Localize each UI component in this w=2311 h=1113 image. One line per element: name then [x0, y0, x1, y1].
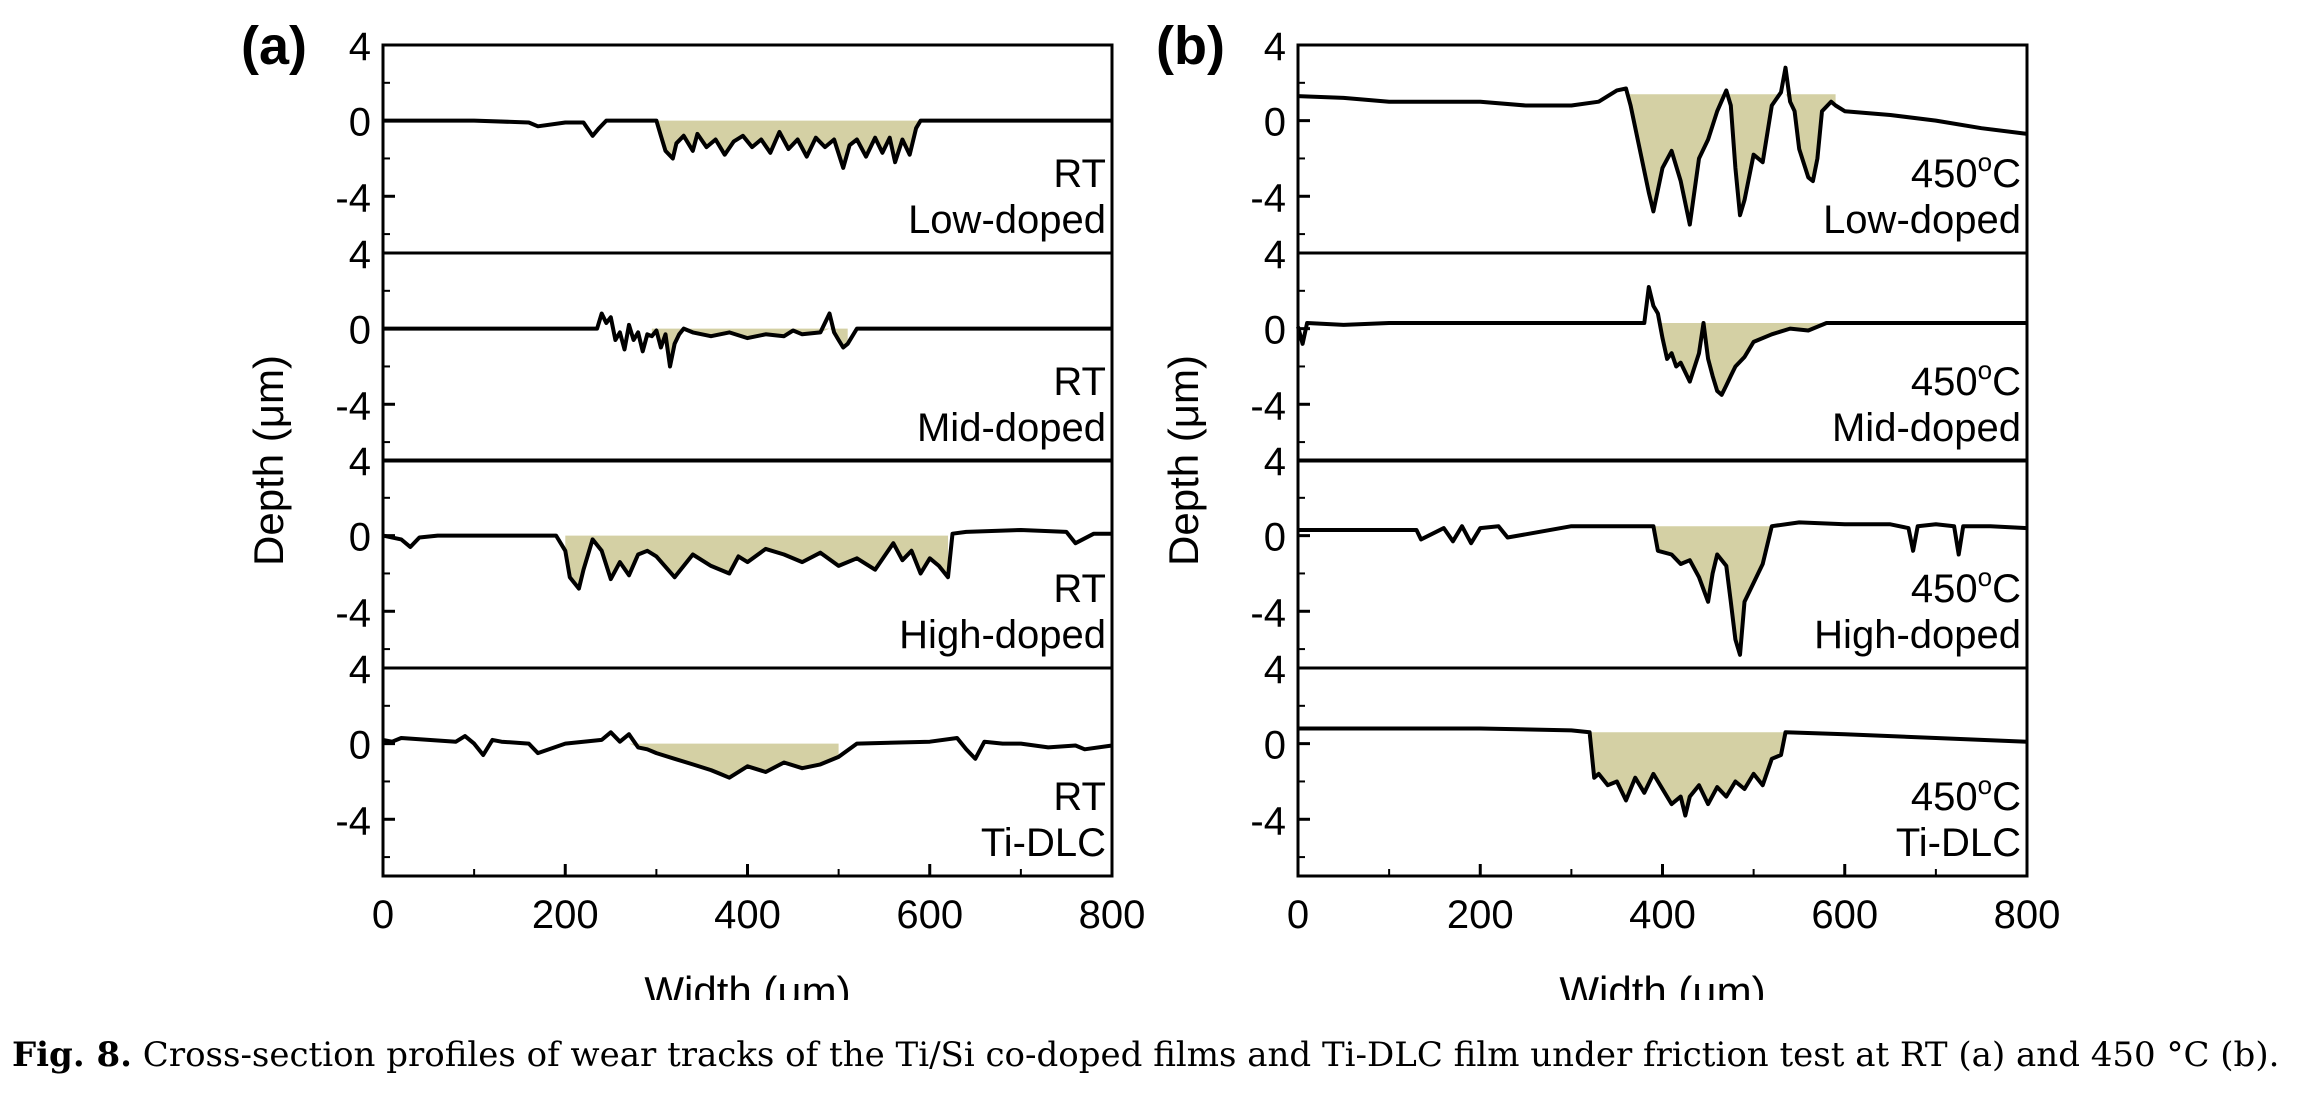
panel-a-profile-4 — [382, 730, 1113, 780]
panel-a-fill-3 — [565, 535, 948, 589]
panel-b-ylabel: Depth (μm) — [1160, 355, 1207, 566]
panel-a-label: (a) — [241, 16, 307, 76]
caption-label: Fig. 8. — [12, 1035, 132, 1075]
panel-a-fill-1 — [656, 120, 921, 168]
panel-b-ytick-label: 0 — [1264, 516, 1286, 560]
panel-a-label-1-line2: Low-doped — [908, 198, 1106, 242]
panel-b-profile-1 — [1297, 65, 2028, 227]
panel-a-label-1-line1: RT — [1053, 152, 1106, 196]
panel-b-ytick-label: 4 — [1264, 25, 1286, 69]
panel-a-ytick-label: 4 — [349, 233, 371, 277]
figure: 4 0 -4 RT Low-doped 4 0 -4 RT Mid-doped 4 0 -4 RT High… — [241, 16, 2061, 1000]
panel-a-label-3-line2: High-doped — [899, 613, 1106, 657]
panel-b-xtick-label: 400 — [1629, 893, 1696, 937]
panel-b-ytick-label: -4 — [1250, 591, 1286, 635]
panel-b-label-4-line1: 450oC — [1911, 770, 2021, 819]
panel-a-ytick-label: 0 — [349, 516, 371, 560]
panel-b-label-3-line2: High-doped — [1814, 613, 2021, 657]
panel-a-xtick-label: 0 — [372, 893, 394, 937]
panel-a-label-3-line1: RT — [1053, 567, 1106, 611]
panel-b-ytick-label: 4 — [1264, 440, 1286, 484]
panel-a-xtick-label: 800 — [1079, 893, 1146, 937]
panel-a-profile-3 — [382, 528, 1112, 591]
panel-b-label: (b) — [1156, 16, 1225, 76]
panel-b-ytick-label: 4 — [1264, 233, 1286, 277]
panel-b-ytick-label: -4 — [1250, 176, 1286, 220]
panel-a-label-2-line2: Mid-doped — [917, 406, 1106, 450]
panel-b-label-4-line2: Ti-DLC — [1896, 821, 2021, 865]
panel-a-ylabel: Depth (μm) — [245, 355, 292, 566]
panel-a-ytick-label: 4 — [349, 648, 371, 692]
panel-b-xtick-label: 0 — [1287, 893, 1309, 937]
panel-a-fill-4 — [601, 743, 839, 778]
panel-b-ytick-label: 0 — [1264, 309, 1286, 353]
panel-a-ytick-label: 4 — [349, 25, 371, 69]
panel-b-fill-1 — [1626, 94, 1836, 225]
panel-b-xlabel: Width (μm) — [1559, 968, 1765, 1000]
panel-b-label-1-line2: Low-doped — [1823, 198, 2021, 242]
panel-b-ytick-label: 4 — [1264, 648, 1286, 692]
panel-b-ytick-label: -4 — [1250, 384, 1286, 428]
panel-b-label-3-line1: 450oC — [1911, 562, 2021, 611]
caption-text: Cross-section profiles of wear tracks of… — [132, 1035, 2280, 1075]
panel-b-profile-4 — [1298, 726, 2028, 818]
panel-a-xtick-label: 400 — [714, 893, 781, 937]
panel-b-xtick-label: 200 — [1447, 893, 1514, 937]
panel-a-xtick-label: 600 — [896, 893, 963, 937]
panel-b-profile-3 — [1298, 520, 2028, 657]
panel-b-ytick-label: 0 — [1264, 724, 1286, 768]
chart-svg: 40-4RTLow-doped40-4RTMid-doped40-4RTHigh… — [241, 16, 2061, 1000]
panel-a-label-2-line1: RT — [1053, 360, 1106, 404]
panel-b-xtick-label: 800 — [1994, 893, 2061, 937]
panel-a-ytick-label: -4 — [335, 176, 371, 220]
panel-a-ytick-label: 4 — [349, 440, 371, 484]
panel-b-label-2-line2: Mid-doped — [1832, 406, 2021, 450]
panel-a-profile-2 — [383, 311, 1112, 369]
panel-b-fill-3 — [1653, 526, 1772, 655]
panel-b-ytick-label: 0 — [1264, 101, 1286, 145]
panel-a-ytick-label: 0 — [349, 724, 371, 768]
panel-b-xtick-label: 600 — [1811, 893, 1878, 937]
panel-a-ytick-label: -4 — [335, 384, 371, 428]
panel-a-label-4-line1: RT — [1053, 775, 1106, 819]
panel-b-label-1-line1: 450oC — [1911, 147, 2021, 196]
panel-a-profile-1 — [383, 118, 1112, 170]
panel-a-ytick-label: 0 — [349, 309, 371, 353]
panel-a-xtick-label: 200 — [532, 893, 599, 937]
panel-a-xlabel: Width (μm) — [644, 968, 850, 1000]
panel-b-fill-4 — [1589, 732, 1786, 816]
panel-b-label-2-line1: 450oC — [1911, 355, 2021, 404]
figure-caption: Fig. 8. Cross-section profiles of wear t… — [12, 1035, 2302, 1075]
panel-b-profile-2 — [1296, 285, 2027, 397]
panel-b-ytick-label: -4 — [1250, 799, 1286, 843]
panel-a-ytick-label: 0 — [349, 101, 371, 145]
panel-a-ytick-label: -4 — [335, 591, 371, 635]
panel-a-label-4-line2: Ti-DLC — [981, 821, 1106, 865]
panel-a-ytick-label: -4 — [335, 799, 371, 843]
